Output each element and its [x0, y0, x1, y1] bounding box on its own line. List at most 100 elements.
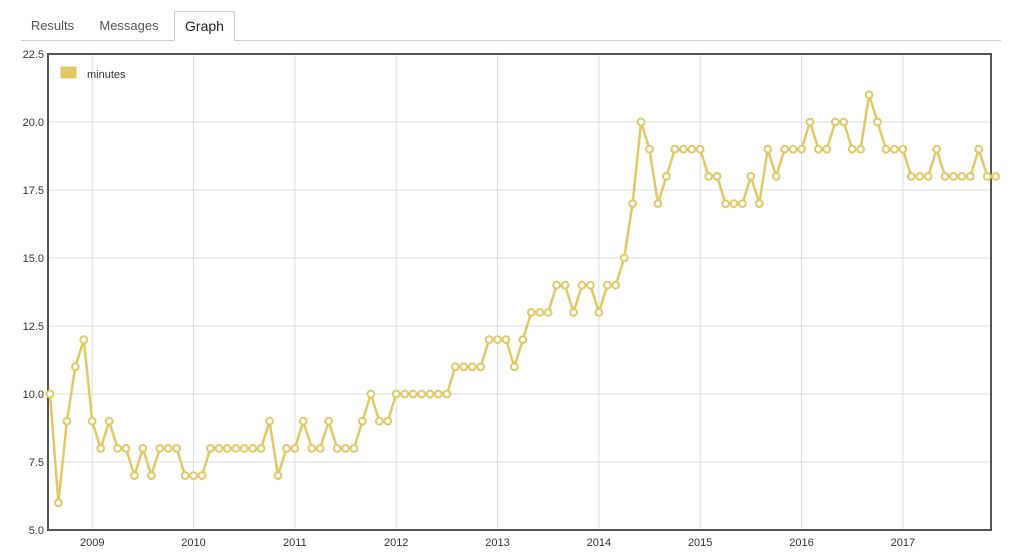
- y-tick-label: 17.5: [23, 185, 44, 197]
- data-point: [155, 444, 165, 453]
- data-point: [940, 172, 950, 181]
- data-point: [890, 144, 899, 154]
- series-line-minutes: [48, 93, 996, 505]
- tab-results[interactable]: Results: [30, 18, 75, 33]
- data-point: [113, 444, 122, 453]
- legend: minutes: [59, 65, 126, 81]
- x-tick-label: 2013: [485, 537, 509, 549]
- data-point: [670, 144, 680, 154]
- x-tick-label: 2011: [283, 537, 307, 549]
- data-point: [957, 172, 967, 181]
- data-point: [341, 444, 350, 453]
- data-point: [138, 444, 148, 453]
- data-point: [898, 144, 908, 154]
- y-tick-label: 5.0: [29, 525, 44, 537]
- plot-frame: [47, 53, 992, 531]
- data-point: [797, 144, 806, 154]
- data-point: [923, 172, 933, 181]
- data-point: [991, 172, 1001, 181]
- data-point: [560, 280, 570, 290]
- data-point: [602, 280, 612, 290]
- data-point: [408, 389, 418, 399]
- data-point: [265, 416, 274, 426]
- data-point: [121, 444, 131, 453]
- data-point: [754, 199, 764, 209]
- data-point: [687, 144, 697, 154]
- data-point: [653, 199, 663, 209]
- data-point: [949, 172, 958, 181]
- data-point: [434, 389, 443, 399]
- data-point: [847, 144, 857, 154]
- data-point: [290, 444, 300, 453]
- data-point: [982, 172, 992, 181]
- data-point: [391, 389, 401, 399]
- x-tick-label: 2010: [181, 537, 205, 549]
- data-point: [611, 280, 621, 290]
- data-point: [493, 335, 502, 345]
- data-point: [400, 389, 410, 399]
- data-point: [746, 172, 756, 181]
- x-tick-label: 2017: [891, 537, 915, 549]
- data-point: [214, 444, 224, 453]
- data-point: [721, 199, 730, 209]
- data-point: [54, 498, 63, 508]
- tab-bar: Results Messages Graph: [0, 0, 1015, 41]
- y-tick-label: 20.0: [23, 117, 44, 129]
- data-point: [974, 144, 984, 154]
- data-point: [577, 280, 587, 290]
- data-point: [839, 117, 849, 127]
- data-point: [704, 172, 714, 181]
- data-point: [552, 280, 562, 290]
- data-point: [62, 416, 72, 426]
- data-point: [873, 117, 882, 127]
- data-point: [729, 199, 739, 209]
- data-point: [771, 172, 781, 181]
- data-point: [383, 416, 393, 426]
- y-tick-label: 12.5: [23, 321, 44, 333]
- data-point: [239, 444, 249, 453]
- x-tick-label: 2016: [789, 537, 813, 549]
- data-point: [915, 172, 925, 181]
- data-point: [510, 362, 519, 372]
- data-point: [780, 144, 790, 154]
- line-chart: 5.0 7.5 10.0 12.5 15.0 17.5 20.0 22.5 2009 2010 20…: [23, 49, 1001, 549]
- data-point: [822, 144, 832, 154]
- data-point: [459, 362, 469, 372]
- data-point: [163, 444, 173, 453]
- data-point: [476, 362, 486, 372]
- legend-swatch: [59, 65, 78, 80]
- data-point: [315, 444, 325, 453]
- data-point: [374, 416, 384, 426]
- data-point: [484, 335, 494, 345]
- data-point: [619, 253, 629, 263]
- data-point: [172, 444, 182, 453]
- data-point: [628, 199, 638, 209]
- data-point: [146, 471, 156, 481]
- data-point: [526, 308, 536, 317]
- data-point: [366, 389, 376, 399]
- data-point: [358, 416, 367, 426]
- data-point: [256, 444, 266, 453]
- x-tick-label: 2009: [80, 537, 104, 549]
- x-tick-label: 2014: [587, 537, 611, 549]
- data-point: [881, 144, 891, 154]
- data-point: [712, 172, 722, 181]
- data-point: [450, 362, 460, 372]
- data-point: [738, 199, 747, 209]
- data-point: [695, 144, 705, 154]
- y-tick-label: 7.5: [29, 457, 44, 469]
- y-tick-label: 15.0: [23, 253, 44, 265]
- data-point: [442, 389, 452, 399]
- data-point: [569, 308, 578, 317]
- tab-graph[interactable]: Graph: [174, 11, 235, 41]
- data-point: [87, 416, 97, 426]
- data-point: [636, 117, 646, 127]
- data-point: [324, 416, 334, 426]
- data-point: [307, 444, 317, 453]
- data-point: [543, 308, 553, 317]
- tab-messages[interactable]: Messages: [99, 18, 159, 33]
- data-point: [189, 471, 198, 481]
- data-point: [788, 144, 798, 154]
- data-point: [282, 444, 291, 453]
- data-point: [104, 416, 114, 426]
